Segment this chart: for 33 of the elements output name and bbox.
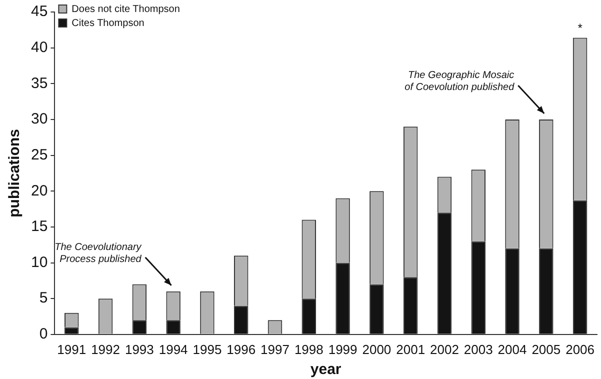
y-tick-label: 40 [30,38,48,56]
y-tick-label: 35 [30,74,48,92]
x-tick-label: 2001 [396,342,426,357]
y-tick-label: 5 [39,290,48,307]
x-tick-label: 1998 [294,342,324,357]
x-tick-label: 1993 [124,342,154,357]
y-tick-label: 30 [30,110,48,128]
legend-label: Does not cite Thompson [72,4,180,15]
x-tick-label: 2002 [430,342,459,357]
x-tick-label: 1996 [226,342,256,357]
x-tick-label: 2004 [498,342,527,357]
y-tick-label: 20 [30,182,48,200]
annotation: * [578,21,583,36]
x-tick-label: 1994 [158,342,188,357]
x-tick-label: 2000 [362,342,392,357]
x-tick-label: 2006 [566,342,595,357]
y-tick-label: 10 [30,254,48,271]
y-tick-label: 45 [30,3,48,20]
y-axis-title: publications [6,129,24,218]
x-tick-label: 1992 [91,342,120,357]
x-tick-label: 1999 [328,342,358,357]
x-tick-label: 1995 [192,342,222,357]
annotation: The Geographic Mosaic of Coevolution published [404,70,515,94]
x-tick-label: 1991 [57,342,86,357]
x-tick-label: 1997 [260,342,290,357]
y-tick-label: 15 [30,218,48,236]
y-tick-label: 0 [39,326,48,343]
y-tick-label: 25 [30,146,48,164]
annotation: The Coevolutionary Process published [54,242,142,266]
x-tick-label: 2003 [464,342,493,357]
legend-label: Cites Thompson [72,18,144,29]
x-tick-label: 2005 [532,342,561,357]
x-axis-title: year [310,361,342,378]
